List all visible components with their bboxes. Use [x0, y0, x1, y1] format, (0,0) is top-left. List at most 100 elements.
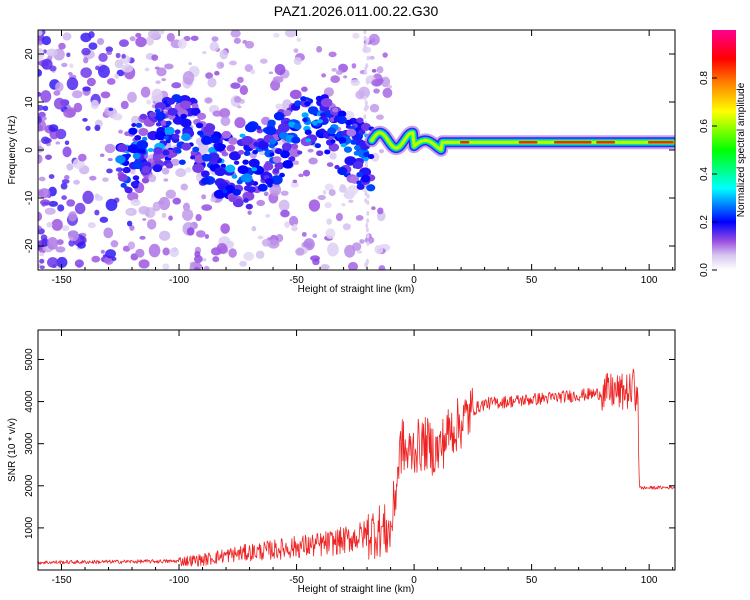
- spectrogram-noise-blob: [172, 197, 181, 205]
- spectrogram-wander-blob: [179, 100, 191, 110]
- spectrogram-noise-blob: [351, 63, 357, 69]
- spectrogram-wander-blob: [233, 160, 240, 165]
- spectrogram-wander-blob: [163, 135, 169, 140]
- spectrogram-noise-blob: [157, 200, 165, 205]
- spectrogram-noise-blob: [292, 179, 298, 184]
- spectrogram-noise-blob: [182, 208, 194, 221]
- spectrogram-noise-blob: [68, 211, 78, 222]
- spectrogram-noise-blob: [61, 225, 70, 232]
- spectrogram-noise-blob: [250, 69, 256, 75]
- spectrogram-wander-blob: [237, 165, 249, 175]
- spectrogram-noise-blob: [81, 47, 91, 56]
- spectrogram-noise-blob: [280, 190, 289, 196]
- snr-frame: [37, 329, 676, 571]
- spectrogram-wander-blob: [171, 133, 180, 140]
- spectrogram-wander-blob: [353, 150, 360, 156]
- spectrogram-noise-blob: [162, 263, 170, 270]
- spectrogram-noise-blob: [182, 202, 191, 211]
- spectrogram-noise-blob: [91, 255, 101, 263]
- spectrogram-noise-blob: [68, 230, 79, 242]
- spectrogram-noise-blob: [225, 240, 235, 249]
- spectrogram-streak: [366, 241, 370, 247]
- spectrogram-wander-blob: [203, 122, 216, 133]
- spectrogram-wander-blob: [238, 149, 245, 155]
- snr-series-line: [38, 368, 675, 567]
- spectrogram-noise-blob: [161, 212, 167, 219]
- spectrogram-noise-blob: [100, 249, 105, 254]
- spectrogram-noise-blob: [55, 81, 64, 92]
- spectrogram-noise-blob: [202, 51, 207, 55]
- colorbar-tick-label: 0.0: [699, 263, 710, 277]
- spectrogram-noise-blob: [274, 64, 286, 76]
- spectrogram-noise-blob: [358, 86, 370, 99]
- spectrogram-wander-blob: [132, 152, 141, 160]
- spectrogram-noise-blob: [127, 91, 137, 103]
- spectrogram-noise-blob: [115, 52, 121, 59]
- spectrogram-wander-blob: [218, 183, 225, 189]
- spectrogram-wander-blob: [352, 135, 359, 140]
- spectrogram-noise-blob: [61, 62, 68, 68]
- spectrogram-noise-blob: [114, 73, 119, 79]
- spectrogram-y-axis-label: Frequency (Hz): [7, 116, 18, 185]
- spectrogram-noise-blob: [347, 184, 359, 196]
- spectrogram-wander-blob: [288, 148, 301, 158]
- spectrogram-noise-blob: [118, 39, 129, 47]
- spectrogram-noise-blob: [256, 199, 266, 207]
- spectrogram-wander-blob: [134, 135, 142, 141]
- spectrogram-noise-blob: [168, 215, 173, 221]
- spectrogram-noise-blob: [308, 157, 318, 165]
- spectrogram-streak: [363, 35, 367, 41]
- spectrogram-x-tick-label: -100: [169, 275, 189, 286]
- spectrogram-noise-blob: [321, 73, 327, 78]
- spectrogram-noise-blob: [324, 183, 334, 191]
- spectrogram-noise-blob: [105, 249, 116, 259]
- spectrogram-noise-blob: [155, 80, 161, 85]
- spectrogram-noise-blob: [207, 77, 217, 88]
- spectrogram-wander-blob: [243, 150, 251, 156]
- spectrogram-noise-blob: [67, 72, 73, 76]
- spectrogram-wander-blob: [272, 168, 280, 174]
- spectrogram-streak: [364, 100, 368, 106]
- spectrogram-noise-blob: [151, 54, 159, 61]
- colorbar-ticks: 0.0 0.2 0.4 0.6 0.8: [699, 71, 717, 277]
- spectrogram-noise-blob: [382, 52, 388, 58]
- spectrogram-noise-blob: [56, 239, 64, 245]
- spectrogram-wander-blob: [320, 98, 333, 108]
- spectrogram-noise-blob: [269, 183, 282, 197]
- spectrogram-noise-blob: [66, 199, 76, 207]
- spectrogram-noise-blob: [161, 78, 166, 82]
- spectrogram-noise-blob: [48, 174, 55, 179]
- spectrogram-wander-blob: [336, 115, 347, 125]
- spectrogram-noise-blob: [171, 82, 182, 89]
- spectrogram-wander-blob: [324, 149, 331, 155]
- spectrogram-noise-blob: [212, 256, 220, 263]
- spectrogram-noise-blob: [58, 42, 66, 50]
- spectrogram-noise-blob: [38, 116, 43, 124]
- spectrogram-wander-blob: [265, 178, 274, 186]
- spectrogram-wander-blob: [300, 96, 307, 102]
- spectrogram-noise-blob: [38, 211, 43, 222]
- spectrogram-noise-blob: [38, 104, 44, 111]
- spectrogram-noise-blob: [323, 87, 334, 97]
- spectrogram-noise-blob: [307, 148, 314, 153]
- spectrogram-noise-blob: [66, 163, 74, 171]
- spectrogram-noise-blob: [112, 113, 123, 121]
- spectrogram-noise-blob: [108, 107, 114, 112]
- spectrogram-wander-blob: [132, 175, 140, 181]
- spectrogram-streak: [363, 114, 367, 120]
- spectrogram-noise-blob: [228, 248, 237, 258]
- spectrogram-noise-blob: [357, 250, 363, 254]
- snr-content: [38, 368, 675, 567]
- spectrogram-noise-blob: [135, 32, 142, 38]
- spectrogram-wander-blob: [273, 111, 285, 121]
- spectrogram-noise-blob: [265, 214, 271, 218]
- spectrogram-noise-blob: [38, 225, 42, 231]
- spectrogram-wander-blob: [291, 136, 301, 144]
- spectrogram-noise-blob: [159, 230, 171, 241]
- spectrogram-noise-blob: [38, 188, 51, 199]
- colorbar-tick-label: 0.8: [699, 71, 710, 85]
- spectrogram-wander-blob: [122, 166, 131, 174]
- spectrogram-noise-blob: [39, 252, 45, 257]
- spectrogram-wander-blob: [327, 127, 337, 135]
- spectrogram-wander-blob: [314, 143, 321, 149]
